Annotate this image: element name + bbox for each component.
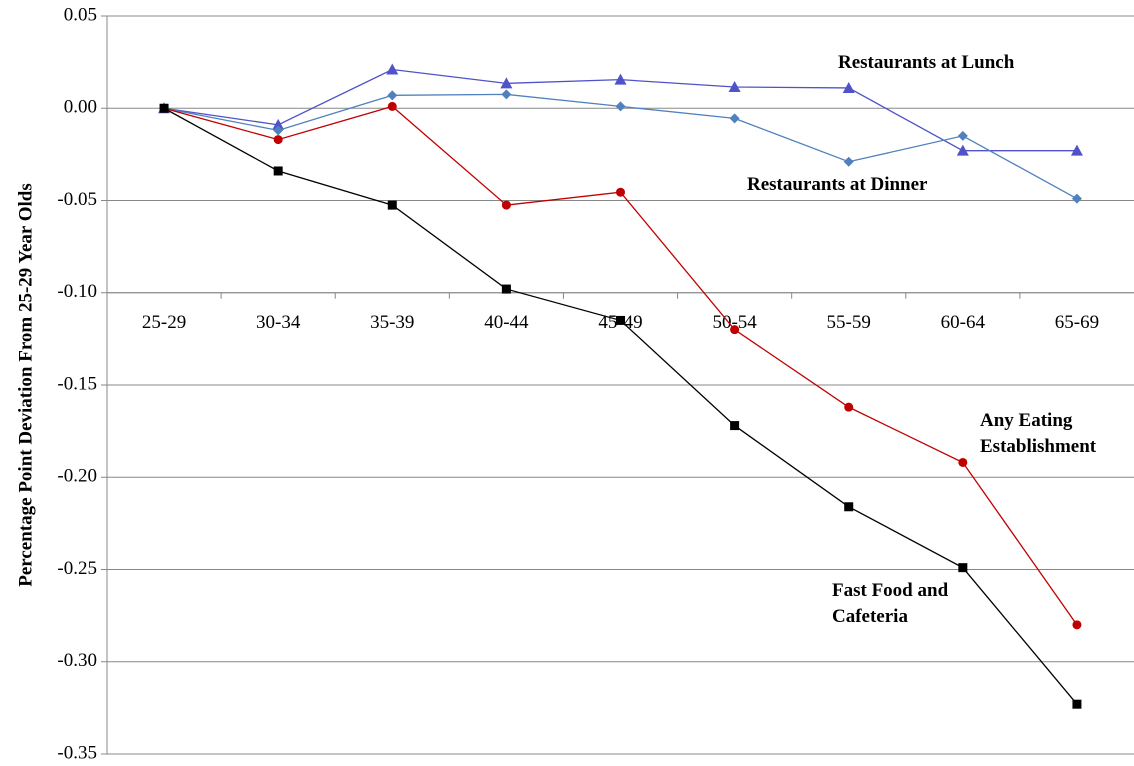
marker: [501, 200, 511, 210]
y-tick-label: -0.30: [57, 650, 97, 671]
marker: [956, 144, 969, 156]
y-tick-label: -0.20: [57, 466, 97, 487]
y-tick-label: -0.10: [57, 281, 97, 302]
marker: [730, 325, 740, 335]
marker: [501, 89, 512, 100]
marker: [1072, 620, 1082, 630]
x-tick-label: 40-44: [484, 312, 529, 333]
marker: [616, 315, 625, 325]
marker: [958, 457, 968, 467]
marker: [273, 135, 283, 145]
marker: [615, 101, 626, 112]
marker: [729, 113, 740, 124]
series-label: Restaurants at Dinner: [747, 174, 928, 195]
marker: [272, 118, 285, 130]
marker: [842, 81, 855, 93]
marker: [1071, 193, 1082, 204]
x-tick-label: 60-64: [941, 312, 986, 333]
marker: [500, 77, 513, 89]
marker: [844, 402, 854, 412]
marker: [843, 156, 854, 167]
series-label: Fast Food and Cafeteria: [832, 580, 949, 627]
marker: [614, 73, 627, 85]
marker: [159, 103, 169, 113]
marker: [1072, 699, 1082, 709]
x-tick-label: 55-59: [827, 312, 871, 333]
x-tick-label: 25-29: [142, 312, 186, 333]
marker: [958, 563, 968, 573]
x-tick-label: 30-34: [256, 312, 301, 333]
x-tick-label: 35-39: [370, 312, 414, 333]
marker: [844, 502, 854, 512]
marker: [387, 101, 397, 111]
marker: [386, 63, 399, 75]
marker: [387, 200, 397, 210]
x-tick-label: 65-69: [1055, 312, 1099, 333]
y-axis-title: Percentage Point Deviation From 25-29 Ye…: [15, 183, 36, 587]
y-tick-label: -0.05: [57, 189, 97, 210]
marker: [501, 284, 511, 294]
y-tick-label: -0.15: [57, 373, 97, 394]
y-tick-label: -0.35: [57, 742, 97, 763]
marker: [273, 166, 283, 176]
series-label: Restaurants at Lunch: [838, 52, 1015, 73]
marker: [728, 81, 741, 93]
y-tick-label: 0.00: [64, 97, 97, 118]
marker: [387, 90, 398, 101]
y-tick-label: -0.25: [57, 558, 97, 579]
series-label: Any Eating Establishment: [980, 410, 1097, 457]
marker: [616, 187, 625, 197]
marker: [273, 125, 284, 136]
marker: [1070, 144, 1083, 156]
y-tick-label: 0.05: [64, 4, 97, 25]
marker: [730, 421, 740, 431]
marker: [957, 130, 968, 141]
